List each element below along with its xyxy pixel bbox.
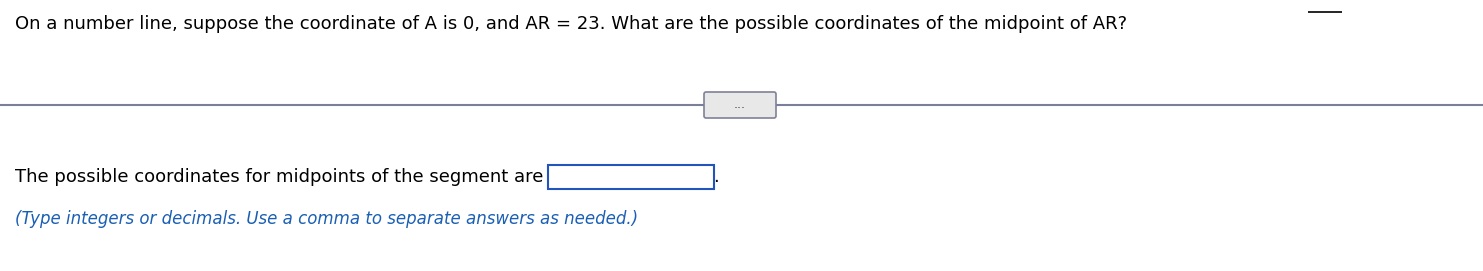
FancyBboxPatch shape [549, 165, 715, 189]
FancyBboxPatch shape [704, 92, 776, 118]
Text: ...: ... [734, 98, 746, 111]
Text: (Type integers or decimals. Use a comma to separate answers as needed.): (Type integers or decimals. Use a comma … [15, 210, 638, 228]
Text: On a number line, suppose the coordinate of A is 0, and AR = 23. What are the po: On a number line, suppose the coordinate… [15, 15, 1127, 33]
Text: .: . [713, 168, 719, 186]
Text: The possible coordinates for midpoints of the segment are: The possible coordinates for midpoints o… [15, 168, 549, 186]
Text: x + 11.5,x − 11.5: x + 11.5,x − 11.5 [552, 168, 712, 186]
